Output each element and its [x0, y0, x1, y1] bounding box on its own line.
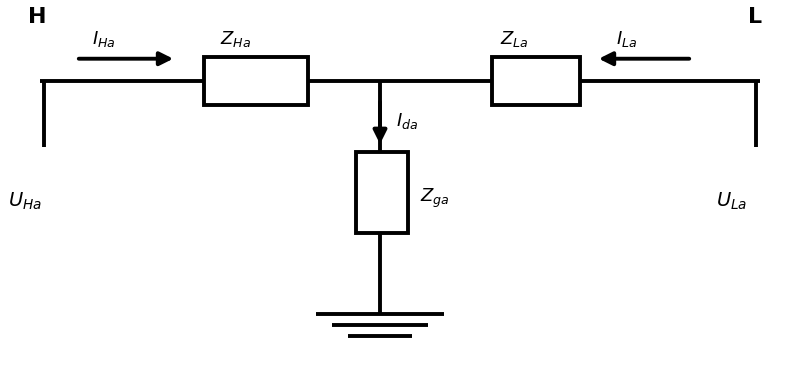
Text: $I_{La}$: $I_{La}$ [616, 29, 638, 48]
Text: $U_{La}$: $U_{La}$ [716, 191, 747, 212]
Text: $Z_{ga}$: $Z_{ga}$ [420, 186, 450, 210]
Text: L: L [748, 7, 762, 26]
Text: $I_{Ha}$: $I_{Ha}$ [92, 29, 116, 48]
Bar [492, 57, 580, 105]
Text: $Z_{Ha}$: $Z_{Ha}$ [220, 29, 251, 48]
Text: H: H [28, 7, 46, 26]
Text: $Z_{La}$: $Z_{La}$ [500, 29, 529, 48]
Bar [356, 152, 408, 233]
Text: $U_{Ha}$: $U_{Ha}$ [8, 191, 42, 212]
Text: $I_{da}$: $I_{da}$ [396, 111, 418, 131]
Bar [204, 57, 308, 105]
